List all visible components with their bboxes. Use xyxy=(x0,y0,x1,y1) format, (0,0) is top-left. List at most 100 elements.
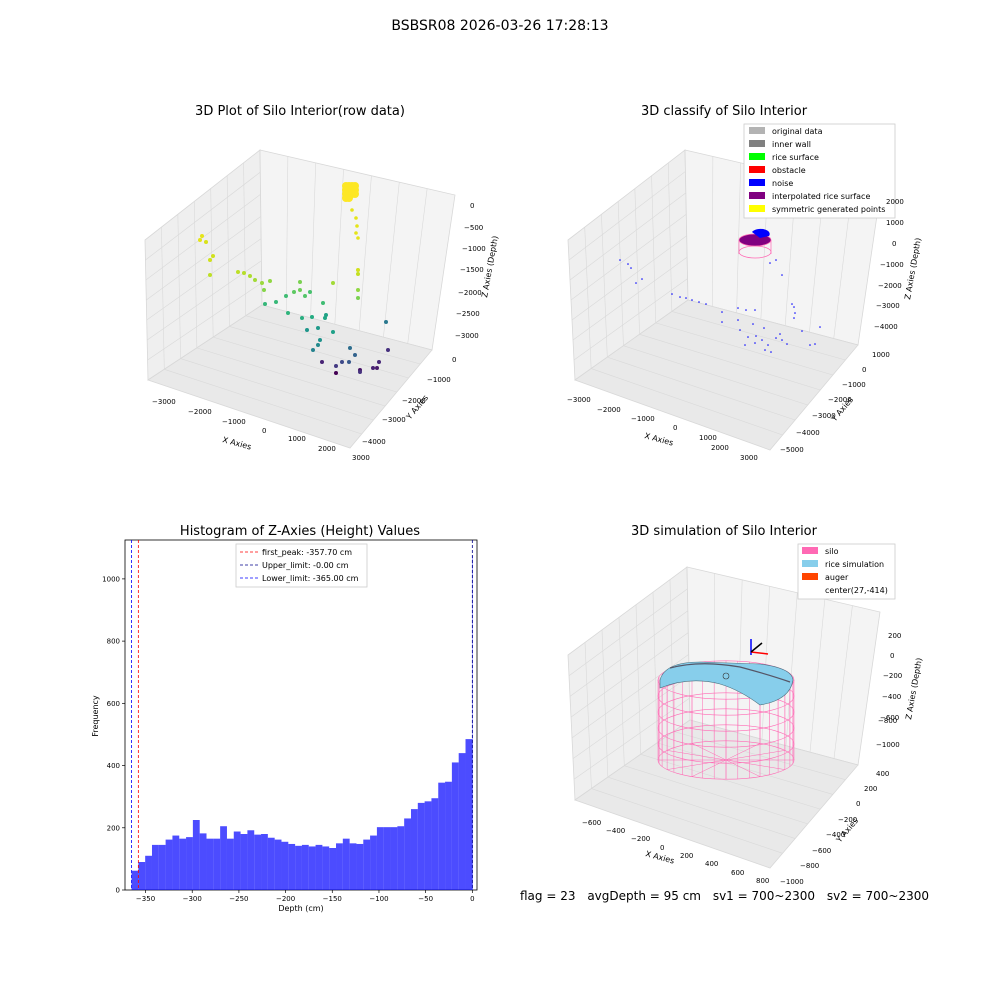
classify-noise-points xyxy=(619,259,821,353)
raw-xtick: 3000 xyxy=(352,454,370,462)
histogram-y-ticks: 0 200 400 600 800 1000 xyxy=(102,575,125,895)
raw-xtick: −1000 xyxy=(222,418,246,426)
noise-point xyxy=(781,274,783,276)
histogram-bar xyxy=(179,838,187,890)
noise-point xyxy=(627,263,629,265)
classify-xtick: −1000 xyxy=(631,415,655,423)
classify-ztick: −2000 xyxy=(878,282,902,290)
histogram-bar xyxy=(438,782,446,890)
simulation-ztick: −600 xyxy=(880,714,899,722)
raw-point xyxy=(311,348,315,352)
legend-swatch xyxy=(802,573,818,580)
classify-ytick: −4000 xyxy=(796,429,820,437)
raw-point xyxy=(242,271,246,275)
noise-point xyxy=(754,342,756,344)
histogram-bar xyxy=(458,753,466,890)
raw-point xyxy=(356,272,360,276)
histogram-bar xyxy=(336,843,343,890)
noise-point xyxy=(737,307,739,309)
raw-point xyxy=(334,371,338,375)
raw-point xyxy=(340,360,344,364)
classify-plot-title: 3D classify of Silo Interior xyxy=(640,104,808,119)
raw-ztick: −1000 xyxy=(462,245,486,253)
histogram-bar xyxy=(322,846,330,890)
histogram-legend: first_peak: -357.70 cm Upper_limit: -0.00… xyxy=(235,543,368,588)
histogram-ytick: 1000 xyxy=(102,575,120,583)
raw-ytick: −4000 xyxy=(362,438,386,446)
raw-xtick: −3000 xyxy=(152,398,176,406)
raw-point xyxy=(353,353,357,357)
raw-point xyxy=(358,370,362,374)
legend-label: noise xyxy=(772,179,793,188)
raw-point xyxy=(284,294,288,298)
histogram-bar xyxy=(274,839,282,890)
histogram-bar xyxy=(410,809,418,890)
raw-point xyxy=(356,288,360,292)
raw-point xyxy=(331,330,335,334)
simulation-ytick: −600 xyxy=(812,847,831,855)
raw-ztick: 0 xyxy=(470,202,474,210)
noise-point xyxy=(739,329,741,331)
legend-label: rice simulation xyxy=(825,560,884,569)
raw-xtick: 1000 xyxy=(288,435,306,443)
simulation-ztick: −400 xyxy=(882,693,901,701)
raw-point xyxy=(208,258,212,262)
raw-point xyxy=(355,224,359,228)
sv2-value: sv2 = 700~2300 xyxy=(826,889,929,903)
noise-point xyxy=(679,296,681,298)
noise-point xyxy=(744,344,746,346)
histogram-bar xyxy=(233,831,241,890)
histogram-legend-label: first_peak: -357.70 cm xyxy=(262,548,352,557)
legend-label: interpolated rice surface xyxy=(772,192,870,201)
raw-point xyxy=(318,338,322,342)
classify-y-ticks: 1000 0 −1000 −2000 −3000 −4000 −5000 xyxy=(780,351,890,454)
raw-point xyxy=(236,270,240,274)
histogram-xtick: −100 xyxy=(369,895,388,903)
noise-point xyxy=(819,326,821,328)
raw-point xyxy=(298,288,302,292)
noise-point xyxy=(809,344,811,346)
histogram-bar xyxy=(376,827,384,890)
raw-point xyxy=(345,194,353,202)
raw-ztick: −2000 xyxy=(458,289,482,297)
histogram-bar xyxy=(315,844,323,890)
histogram-title: Histogram of Z-Axies (Height) Values xyxy=(179,524,421,539)
legend-swatch xyxy=(749,192,765,199)
noise-point xyxy=(619,259,621,261)
raw-point xyxy=(308,290,312,294)
noise-point xyxy=(752,323,754,325)
classify-3d-axes xyxy=(567,149,881,451)
raw-3d-grid xyxy=(145,156,428,435)
classify-ytick: −1000 xyxy=(842,381,866,389)
classify-xtick: 3000 xyxy=(740,454,758,462)
histogram-bar xyxy=(261,834,268,890)
classify-ztick: 2000 xyxy=(886,198,904,206)
legend-label: rice surface xyxy=(772,153,819,162)
histogram-bar xyxy=(445,781,452,890)
noise-point xyxy=(761,339,763,341)
raw-point xyxy=(334,364,338,368)
classify-xtick: −3000 xyxy=(567,396,591,404)
raw-point xyxy=(298,280,302,284)
histogram-bar xyxy=(301,844,309,890)
simulation-ytick: −200 xyxy=(838,816,857,824)
histogram-bar xyxy=(370,835,377,890)
histogram-bar xyxy=(390,827,398,890)
histogram-bar xyxy=(131,870,139,890)
simulation-ztick: 200 xyxy=(888,632,901,640)
histogram-bar xyxy=(451,762,459,890)
raw-point xyxy=(331,281,335,285)
classify-x-ticks: −3000 −2000 −1000 0 1000 2000 3000 xyxy=(567,396,758,462)
raw-point xyxy=(347,360,351,364)
histogram-bar xyxy=(220,826,227,890)
noise-point xyxy=(775,337,777,339)
raw-point xyxy=(263,302,267,306)
classify-xtick: −2000 xyxy=(597,406,621,414)
noise-point xyxy=(721,321,723,323)
classify-3d-grid xyxy=(568,156,853,436)
noise-point xyxy=(794,312,796,314)
histogram-bar xyxy=(404,818,411,890)
raw-point xyxy=(351,190,359,198)
simulation-ytick: −400 xyxy=(826,831,845,839)
